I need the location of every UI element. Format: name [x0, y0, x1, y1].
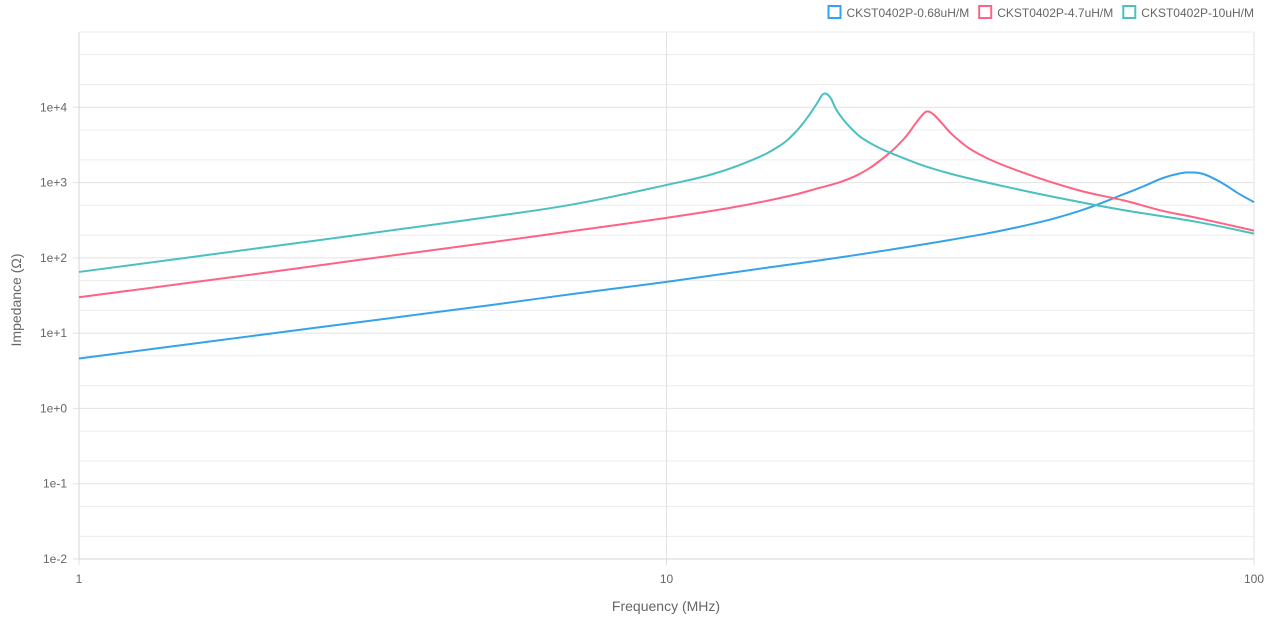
- y-tick-label: 1e+4: [40, 100, 67, 114]
- x-axis-title: Frequency (MHz): [612, 598, 720, 614]
- grid-lines: [73, 31, 1255, 565]
- x-tick-label: 100: [1244, 572, 1264, 586]
- legend-item-1[interactable]: CKST0402P-4.7uH/M: [978, 5, 1113, 20]
- y-tick-label: 1e-2: [43, 552, 67, 566]
- legend-label: CKST0402P-10uH/M: [1141, 6, 1254, 20]
- data-series: [78, 92, 1255, 360]
- y-tick-label: 1e-1: [43, 477, 67, 491]
- series-line-0[interactable]: [78, 171, 1255, 360]
- y-tick-label: 1e+0: [40, 401, 67, 415]
- legend-label: CKST0402P-0.68uH/M: [847, 6, 970, 20]
- y-tick-label: 1e+3: [40, 176, 67, 190]
- legend: CKST0402P-0.68uH/M CKST0402P-4.7uH/M CKST0…: [827, 5, 1254, 20]
- legend-swatch: [827, 5, 842, 19]
- y-axis-title: Impedance (Ω): [8, 254, 24, 347]
- legend-swatch: [978, 5, 993, 19]
- x-tick-label: 1: [76, 572, 83, 586]
- y-tick-label: 1e+1: [40, 326, 67, 340]
- legend-item-2[interactable]: CKST0402P-10uH/M: [1122, 5, 1254, 20]
- legend-swatch: [1122, 5, 1137, 19]
- legend-item-0[interactable]: CKST0402P-0.68uH/M: [827, 5, 970, 20]
- series-line-2[interactable]: [78, 92, 1255, 273]
- legend-label: CKST0402P-4.7uH/M: [997, 6, 1113, 20]
- x-tick-label: 10: [660, 572, 674, 586]
- axes: 1e-2 1e-1 1e+0 1e+1 1e+2 1e+3 1e+4 1 10 100: [40, 32, 1264, 586]
- series-line-1[interactable]: [78, 110, 1255, 299]
- y-tick-label: 1e+2: [40, 251, 67, 265]
